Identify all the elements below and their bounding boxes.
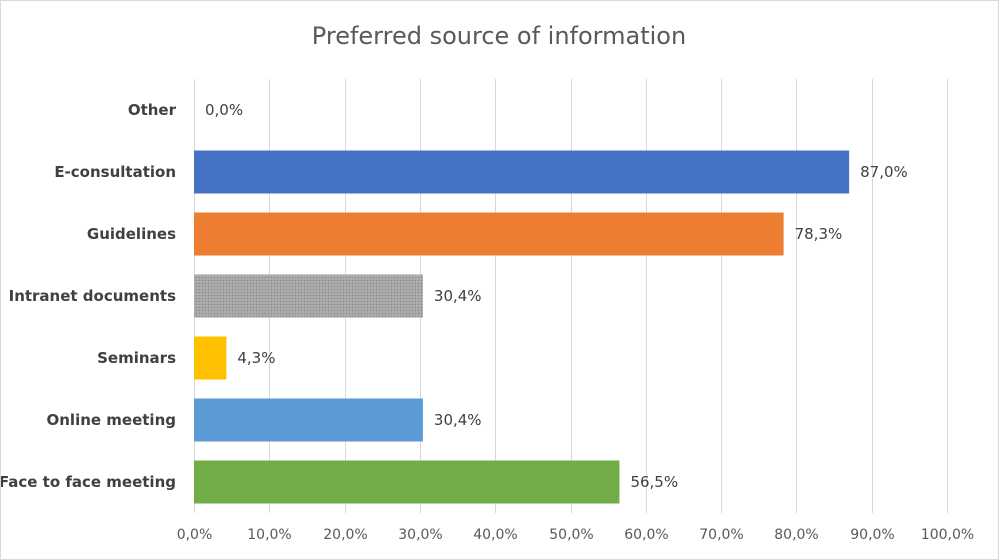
x-tick-label: 80,0% [774, 527, 818, 543]
data-label: 4,3% [237, 349, 275, 367]
bars [194, 150, 850, 504]
data-label: 0,0% [205, 101, 243, 119]
category-label: Guidelines [87, 225, 176, 243]
category-label: Seminars [97, 349, 176, 367]
data-label: 30,4% [434, 411, 482, 429]
data-label: 30,4% [434, 287, 482, 305]
x-tick-label: 60,0% [624, 527, 668, 543]
x-tick-label: 90,0% [850, 527, 894, 543]
bar-seminars [194, 336, 227, 380]
x-tick-label: 20,0% [323, 527, 367, 543]
category-label: Other [128, 101, 177, 119]
data-label: 56,5% [630, 473, 678, 491]
category-label: Intranet documents [9, 287, 176, 305]
bar-e-consultation [194, 150, 850, 194]
x-tick-label: 10,0% [247, 527, 291, 543]
chart-title: Preferred source of information [312, 22, 686, 50]
x-tick-label: 100,0% [921, 527, 974, 543]
bar-intranet-documents [194, 274, 423, 318]
data-label: 78,3% [795, 225, 843, 243]
x-tick-label: 0,0% [177, 527, 213, 543]
category-label: E-consultation [54, 163, 176, 181]
category-label: Face to face meeting [1, 473, 176, 491]
labels: 0,0% 10,0% 20,0% 30,0% 40,0% 50,0% 60,0% 70,0% 8… [1, 101, 974, 543]
bar-online-meeting [194, 398, 423, 442]
bar-guidelines [194, 212, 784, 256]
category-label: Online meeting [47, 411, 177, 429]
x-tick-label: 70,0% [699, 527, 743, 543]
data-label: 87,0% [860, 163, 908, 181]
x-tick-label: 30,0% [398, 527, 442, 543]
bar-face-to-face-meeting [194, 460, 620, 504]
x-tick-label: 40,0% [473, 527, 517, 543]
x-tick-label: 50,0% [549, 527, 593, 543]
